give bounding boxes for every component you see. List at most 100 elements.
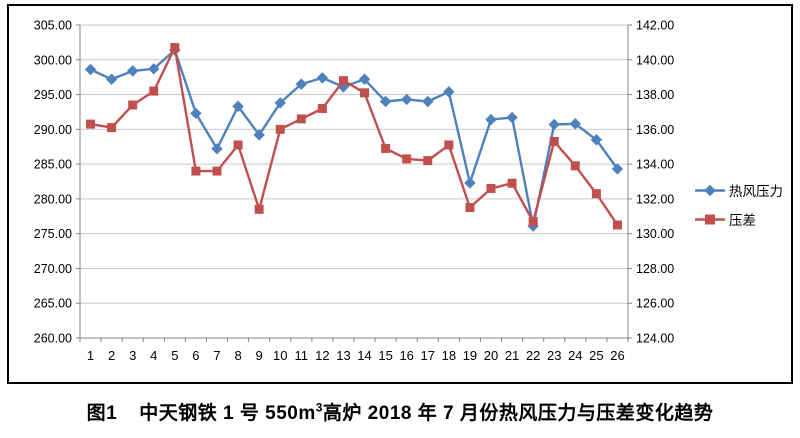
figure-caption: 图1 中天钢铁 1 号 550m3高炉 2018 年 7 月份热风压力与压差变化趋…	[0, 398, 800, 425]
x-axis-label: 16	[399, 348, 413, 363]
x-axis-label: 13	[336, 348, 350, 363]
right-axis-label: 134.00	[636, 158, 674, 172]
data-point-marker	[423, 156, 433, 166]
data-point-marker	[485, 113, 497, 126]
x-axis-label: 20	[484, 348, 498, 363]
data-point-marker	[191, 166, 201, 176]
data-point-marker	[358, 73, 371, 85]
x-axis-label: 8	[234, 348, 241, 363]
x-axis-label: 24	[568, 348, 582, 363]
caption-superscript: 3	[315, 400, 323, 415]
data-point-marker	[128, 100, 138, 110]
x-axis-label: 23	[547, 348, 561, 363]
series-line-压差	[89, 46, 619, 227]
left-axis-label: 295.00	[34, 88, 72, 102]
data-point-marker	[381, 143, 391, 153]
data-point-marker	[612, 220, 622, 230]
data-point-marker	[507, 178, 517, 188]
data-point-marker	[528, 216, 538, 226]
x-axis-label: 10	[273, 348, 287, 363]
x-axis-label: 2	[108, 348, 115, 363]
data-point-marker	[590, 134, 603, 146]
figure-border	[7, 4, 793, 384]
x-axis-label: 18	[442, 348, 456, 363]
right-axis-label: 128.00	[636, 262, 674, 276]
data-point-marker	[570, 161, 580, 171]
legend-item-压差: 压差	[694, 209, 783, 229]
data-point-marker	[338, 76, 348, 86]
caption-text-post: 高炉 2018 年 7 月份热风压力与压差变化趋势	[322, 403, 714, 424]
x-axis-label: 26	[610, 348, 624, 363]
x-axis-label: 11	[295, 348, 309, 363]
left-axis-label: 305.00	[34, 19, 72, 33]
x-axis-label: 22	[526, 348, 540, 363]
data-point-marker	[212, 166, 222, 176]
data-point-marker	[465, 203, 475, 213]
x-axis-label: 12	[315, 348, 329, 363]
right-axis-label: 130.00	[636, 227, 674, 241]
data-point-marker	[295, 78, 308, 90]
data-point-marker	[569, 118, 582, 130]
data-point-marker	[170, 43, 180, 53]
data-point-marker	[464, 177, 476, 189]
data-point-marker	[549, 137, 559, 147]
data-point-marker	[232, 100, 244, 113]
data-point-marker	[400, 93, 413, 106]
right-axis-label: 124.00	[636, 332, 674, 346]
series-line-热风压力	[89, 48, 619, 228]
x-axis-label: 7	[213, 348, 220, 363]
square-legend-marker-icon	[695, 214, 725, 224]
x-axis-label: 4	[150, 348, 157, 363]
left-axis-label: 265.00	[34, 297, 72, 311]
data-point-marker	[105, 73, 118, 85]
right-axis-label: 140.00	[636, 53, 674, 67]
x-axis-label: 3	[129, 348, 136, 363]
left-axis-label: 280.00	[34, 192, 72, 206]
right-axis-label: 136.00	[636, 123, 674, 137]
x-axis-label: 19	[463, 348, 477, 363]
data-point-marker	[360, 88, 370, 98]
data-point-marker	[317, 103, 327, 113]
data-point-marker	[107, 123, 117, 133]
left-axis-label: 300.00	[34, 53, 72, 67]
data-point-marker	[402, 154, 412, 164]
data-point-marker	[254, 204, 264, 214]
data-point-marker	[486, 183, 496, 193]
right-axis-label: 126.00	[636, 297, 674, 311]
data-point-marker	[148, 63, 160, 75]
data-point-marker	[253, 129, 265, 141]
x-axis-label: 14	[357, 348, 371, 363]
right-axis-label: 142.00	[636, 19, 674, 33]
data-point-marker	[86, 119, 96, 129]
right-axis-label: 138.00	[636, 88, 674, 102]
legend-label: 热风压力	[729, 184, 783, 199]
data-point-marker	[126, 65, 139, 77]
legend-label: 压差	[729, 213, 756, 228]
data-point-marker	[591, 189, 601, 199]
x-axis-label: 25	[589, 348, 603, 363]
x-axis-label: 21	[505, 348, 519, 363]
data-point-marker	[275, 124, 285, 134]
data-point-marker	[233, 140, 243, 150]
data-point-marker	[84, 63, 97, 76]
left-axis-label: 290.00	[34, 123, 72, 137]
x-axis-label: 1	[87, 348, 94, 363]
x-axis-label: 5	[171, 348, 178, 363]
left-axis-label: 275.00	[34, 227, 72, 241]
diamond-legend-marker-icon	[695, 184, 725, 196]
left-axis-label: 260.00	[34, 332, 72, 346]
right-axis-label: 132.00	[636, 192, 674, 206]
data-point-marker	[548, 118, 560, 131]
caption-text-pre: 中天钢铁 1 号 550m	[139, 403, 316, 424]
data-point-marker	[316, 72, 329, 84]
data-point-marker	[443, 86, 455, 98]
data-point-marker	[149, 86, 159, 96]
data-point-marker	[422, 95, 434, 108]
data-point-marker	[444, 140, 454, 150]
left-axis-label: 270.00	[34, 262, 72, 276]
x-axis-label: 15	[378, 348, 392, 363]
data-point-marker	[211, 143, 223, 155]
legend-item-热风压力: 热风压力	[694, 180, 783, 200]
